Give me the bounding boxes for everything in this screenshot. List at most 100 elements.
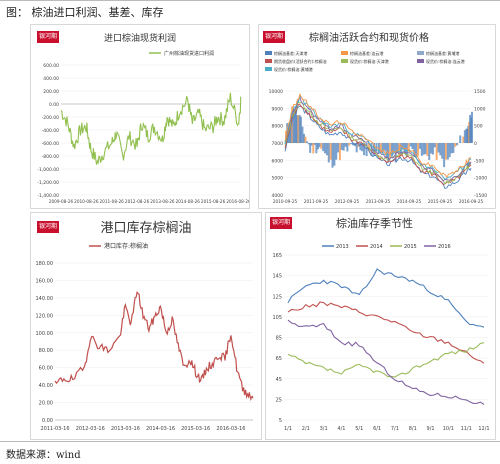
basis-bar [351, 143, 354, 146]
x-tick-label: 2013-03-16 [111, 426, 140, 432]
x-tick-label: 2014-09-25 [397, 199, 422, 204]
basis-bar [324, 143, 327, 154]
basis-bar [359, 143, 362, 151]
basis-bar [417, 143, 420, 156]
legend-label: 广州棕油现货进口利润 [164, 50, 214, 57]
y-right-tick-label: -1500 [474, 193, 487, 199]
basis-bar [424, 143, 427, 155]
basis-bar [333, 143, 336, 166]
legend-label: 棕榈油基差:天津港 [274, 50, 307, 56]
x-tick-label: 2011-03-16 [40, 426, 69, 432]
legend-swatch [417, 59, 424, 63]
basis-bar [420, 143, 423, 156]
legend-swatch [265, 51, 272, 55]
basis-bar [296, 115, 299, 143]
y-tick-label: 25 [276, 397, 282, 403]
basis-bar [441, 143, 444, 159]
panel-import-profit: 银河期货 进口棕油现货利润 广州棕油现货进口利润 600.00 400.00 200… [30, 24, 250, 209]
x-tick-label: 2014-08-26 [176, 199, 201, 204]
basis-bar [329, 143, 332, 160]
x-tick-label: 2016-09-25 [459, 199, 484, 204]
basis-bar [415, 143, 418, 158]
basis-bar [289, 117, 292, 143]
basis-bar [381, 143, 384, 154]
y-tick-label: 80.00 [39, 348, 53, 354]
seasonality-chart: 2013 2014 2015 2016 165 145 125 105 85 65 45 25 51/1… [272, 244, 489, 432]
y-tick-label: 5 [279, 418, 282, 424]
y-right-tick-label: -1000 [474, 176, 487, 182]
basis-bar [398, 143, 401, 159]
legend-label: 2013 [336, 244, 349, 250]
y-right-tick-label: -500 [474, 158, 484, 164]
x-tick-label: 2010-09-25 [273, 199, 298, 204]
y-tick-label: 165 [272, 253, 282, 259]
x-tick-label: 2015-09-25 [428, 199, 453, 204]
basis-bar [446, 143, 449, 160]
basis-bar [318, 143, 321, 148]
panel-port-inventory: 银河期货 港口库存棕榈油 港口库存:棕榈油 180.00 160.00 140.00… [30, 212, 262, 440]
y-left-tick-label: 7000 [272, 141, 284, 147]
x-tick-label: 3/1 [320, 426, 328, 432]
y-left-tick-label: 9000 [272, 106, 284, 112]
basis-bar [459, 135, 462, 143]
port-inventory-chart: 港口库存:棕榈油 180.00 160.00 140.00 120.00 100.00 8… [36, 242, 254, 432]
legend-label: 棕榈油基差:黄埔港 [426, 50, 459, 56]
legend-label: 2016 [438, 244, 451, 250]
series-line-2013 [287, 268, 485, 328]
x-tick-label: 2011-08-26 [100, 199, 125, 204]
basis-bar [428, 143, 431, 160]
basis-bar [365, 143, 368, 157]
basis-bar [452, 143, 455, 153]
chart-title: 棕油库存季节性 [336, 217, 413, 230]
basis-bar [302, 133, 305, 143]
basis-bar [418, 143, 421, 149]
basis-bar [405, 143, 408, 157]
top-rule [0, 0, 500, 1]
basis-bar [426, 143, 429, 157]
logo: 银河期货 [270, 217, 292, 238]
y-left-tick-label: 4000 [272, 193, 284, 199]
panel-seasonality: 银河期货 棕油库存季节性 2013 2014 2015 2016 165 145 125 10… [265, 212, 496, 440]
x-tick-label: 4/1 [337, 426, 345, 432]
basis-bar [327, 143, 330, 163]
legend-label: 现货价:棕榈油:黄埔港 [274, 66, 313, 72]
y-right-tick-label: 500 [474, 124, 483, 130]
basis-bar [320, 143, 323, 149]
basis-bar [363, 143, 366, 156]
x-tick-label: 2011-09-25 [304, 199, 329, 204]
basis-bar [430, 143, 433, 154]
basis-price-chart: 棕榈油基差:天津港 棕榈油基差:连云港 棕榈油基差:黄埔港期货收盘价(活跃合约):棕… [265, 50, 487, 204]
x-tick-label: 12/1 [478, 426, 489, 432]
x-tick-label: 2009-08-26 [49, 199, 74, 204]
price-series-line [284, 101, 472, 185]
y-tick-label: 60.00 [39, 366, 53, 372]
basis-bar [471, 111, 474, 143]
logo: 银河期货 [263, 31, 285, 52]
basis-bar [292, 108, 295, 143]
legend-swatch [417, 51, 424, 55]
x-tick-label: 2/1 [302, 426, 310, 432]
basis-bar [444, 143, 447, 160]
x-tick-label: 2013-09-25 [366, 199, 391, 204]
basis-bar [350, 143, 353, 145]
x-tick-label: 2016-08-26 [226, 199, 249, 204]
basis-bar [450, 143, 453, 154]
panel-basis-price: 银河期货 棕榈油活跃合约和现货价格 棕榈油基差:天津港 棕榈油基差:连云港 棕榈油基… [258, 24, 496, 209]
chart-title: 港口库存棕榈油 [100, 221, 192, 236]
y-tick-label: 105 [272, 315, 282, 321]
x-tick-label: 1/1 [284, 426, 292, 432]
basis-bar [422, 143, 425, 155]
basis-bar [335, 143, 338, 160]
basis-bar [443, 143, 446, 168]
y-right-tick-label: 1500 [474, 89, 486, 95]
basis-bar [301, 126, 304, 143]
x-tick-label: 7/1 [391, 426, 399, 432]
basis-bar [361, 143, 364, 152]
x-tick-label: 9/1 [427, 426, 435, 432]
y-tick-label: 0.00 [42, 418, 53, 424]
basis-bar [293, 109, 296, 143]
basis-bar [337, 143, 340, 153]
series-line-2015 [287, 342, 485, 378]
basis-bar [291, 106, 294, 143]
figure-title: 图： 棕油进口利润、基差、库存 [6, 6, 164, 19]
